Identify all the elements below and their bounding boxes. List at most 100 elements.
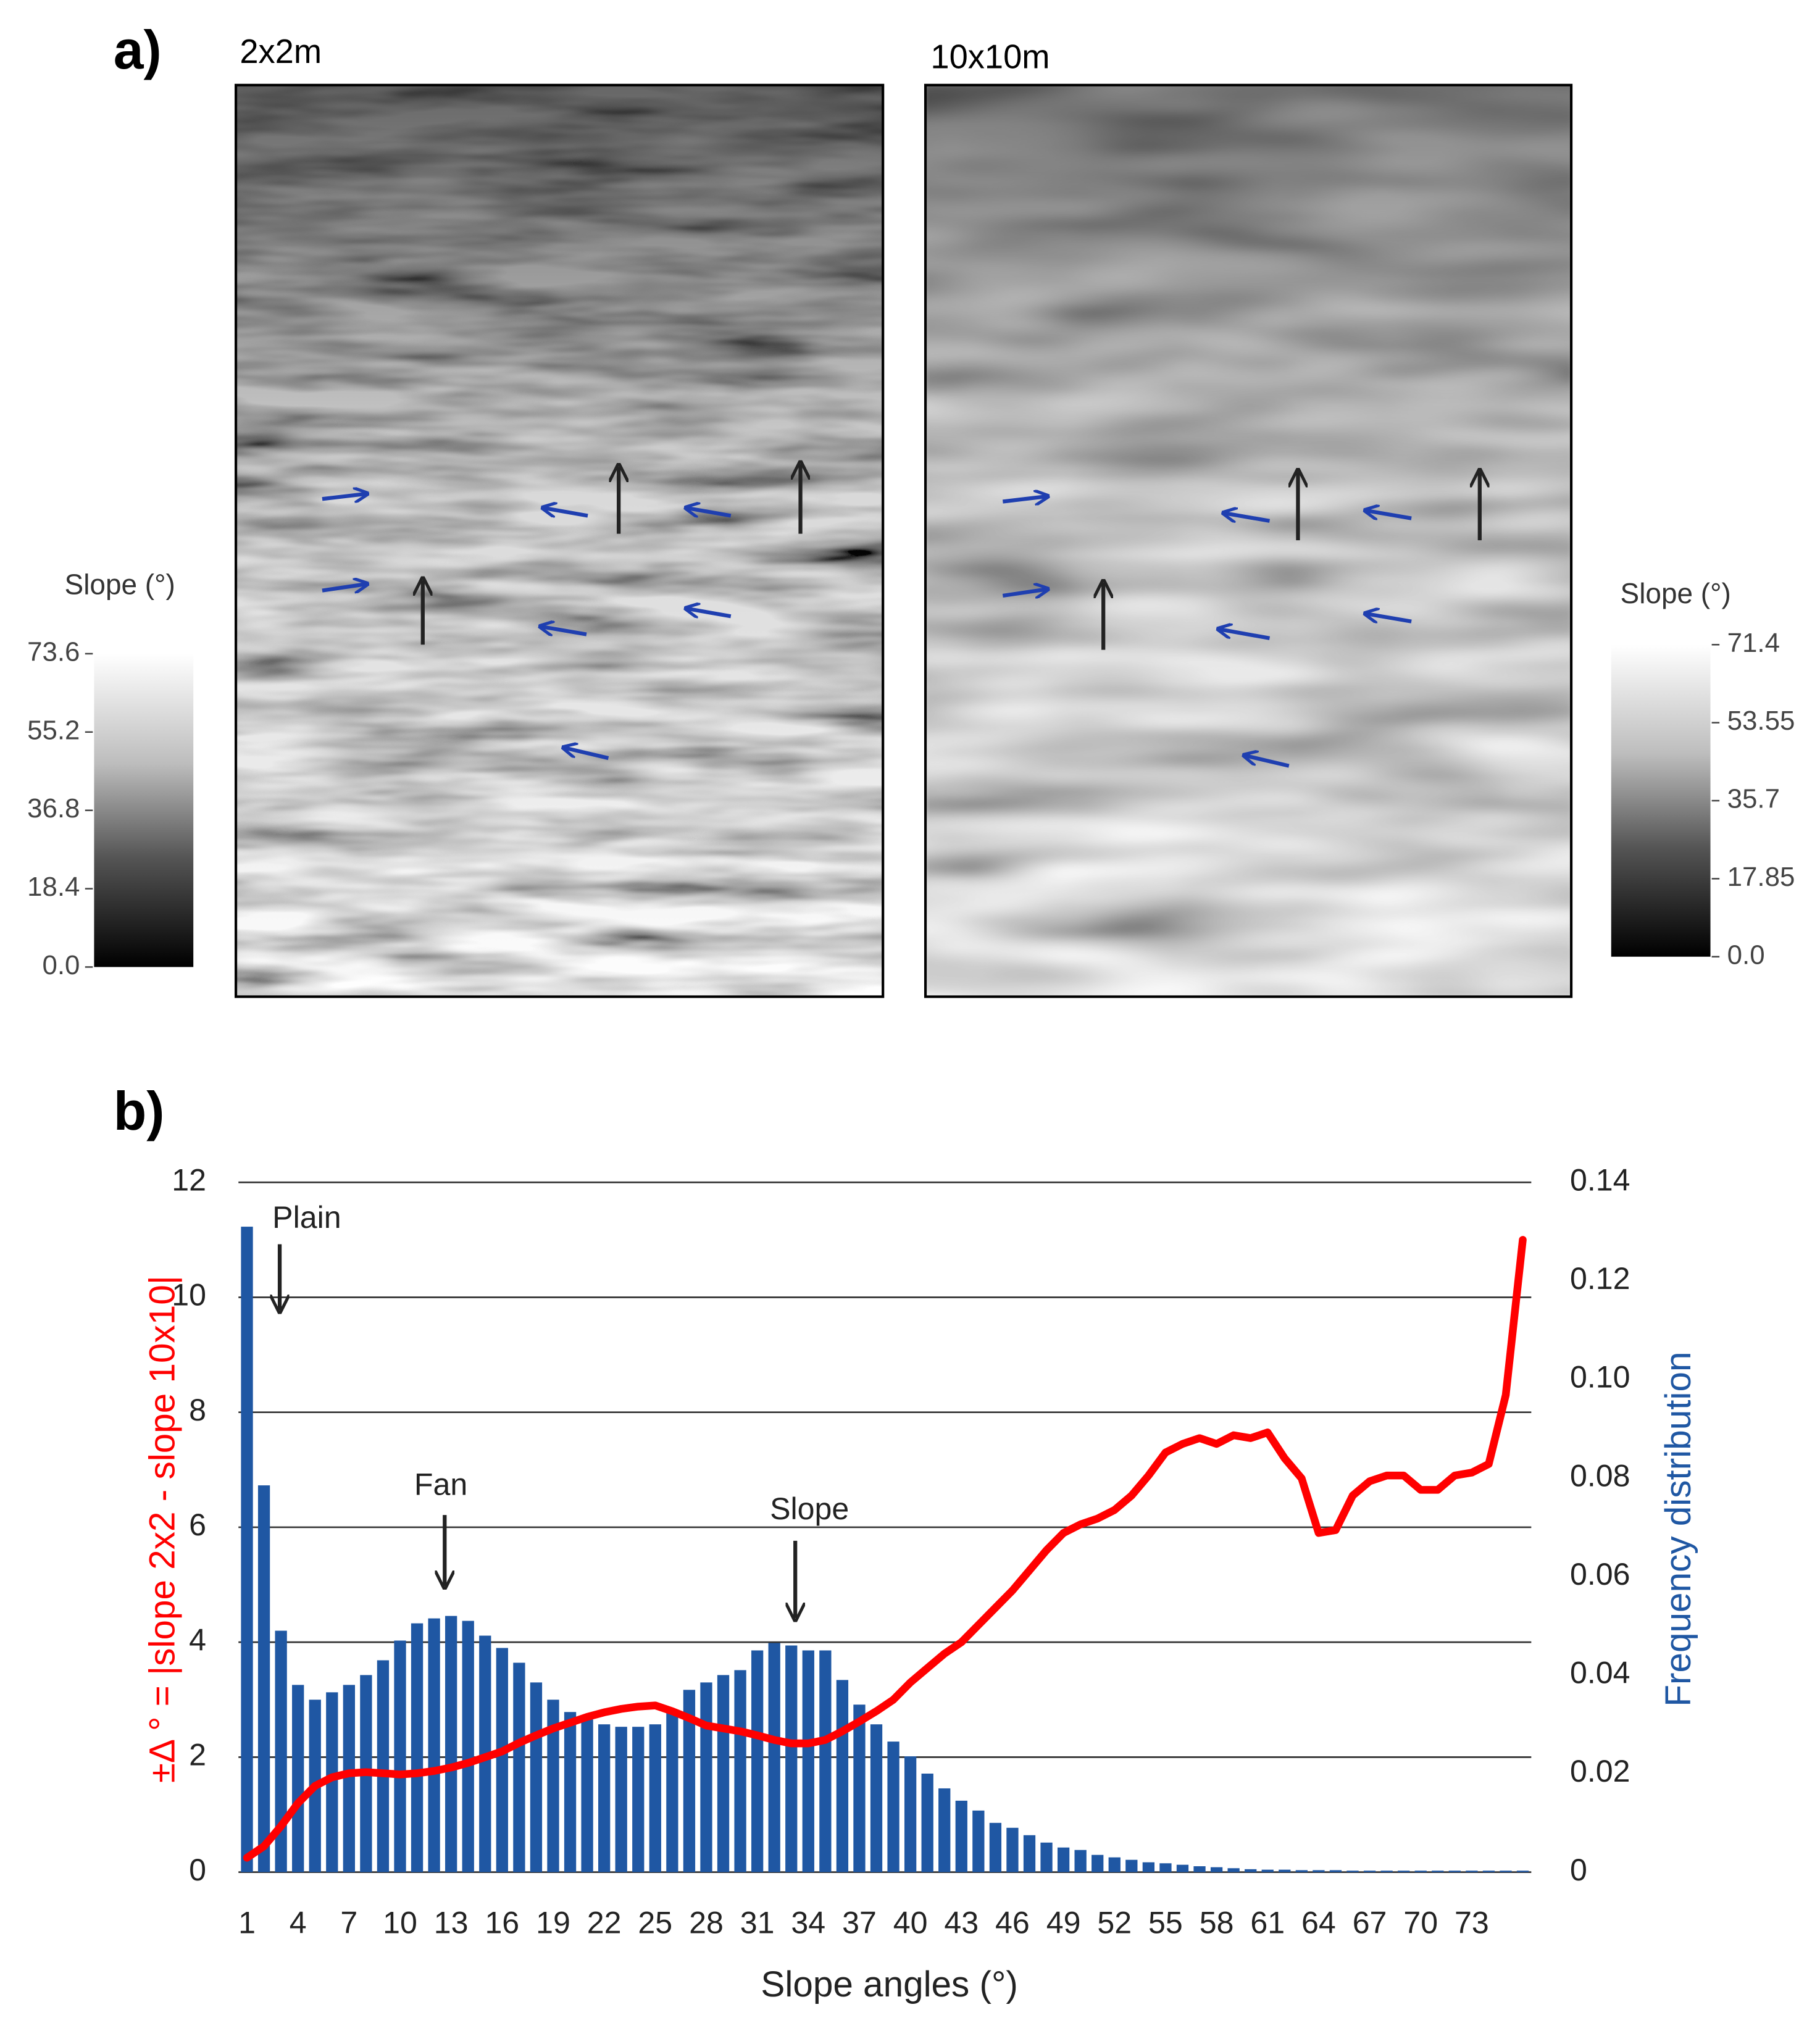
y-tick-label: 8	[189, 1393, 206, 1427]
bar	[700, 1682, 712, 1872]
y-tick-label: 10	[172, 1278, 206, 1312]
x-tick-label: 34	[791, 1905, 825, 1940]
x-tick-label: 19	[536, 1905, 570, 1940]
bar	[1227, 1868, 1240, 1872]
bar	[1142, 1862, 1155, 1872]
colorbar-tick-label: 35.7	[1727, 784, 1780, 814]
y-tick-label: 0	[189, 1853, 206, 1887]
x-tick-label: 16	[485, 1905, 519, 1940]
bar	[972, 1810, 985, 1872]
bar	[496, 1648, 508, 1872]
map	[924, 83, 1573, 998]
x-tick-label: 10	[383, 1905, 417, 1940]
colorbar	[1611, 644, 1711, 957]
y-axis-title: ±Δ ° = |slope 2x2 - slope 10x10|	[143, 1275, 183, 1783]
bar	[343, 1685, 355, 1872]
bar	[1279, 1869, 1291, 1872]
bar	[1040, 1842, 1053, 1872]
bar	[1516, 1871, 1529, 1872]
map-shade	[236, 85, 883, 997]
bar	[275, 1630, 287, 1872]
map-title: 10x10m	[930, 38, 1050, 75]
bar	[683, 1690, 696, 1872]
x-tick-label: 40	[893, 1905, 928, 1940]
colorbar-tick-label: 71.4	[1727, 628, 1780, 658]
panel-label: a)	[114, 20, 162, 80]
bar	[768, 1643, 780, 1872]
x-tick-label: 37	[842, 1905, 877, 1940]
bar	[1482, 1871, 1495, 1872]
bar	[1023, 1835, 1036, 1872]
x-axis-title: Slope angles (°)	[761, 1964, 1017, 2004]
x-tick-label: 49	[1046, 1905, 1081, 1940]
bar	[257, 1485, 270, 1872]
bar	[1092, 1854, 1104, 1872]
bar	[751, 1650, 764, 1872]
bar	[564, 1712, 577, 1872]
bar	[547, 1700, 559, 1872]
y2-tick-label: 0.14	[1570, 1162, 1630, 1197]
bar	[326, 1692, 338, 1872]
x-tick-label: 70	[1403, 1905, 1438, 1940]
bar	[428, 1618, 440, 1872]
bar	[1176, 1864, 1189, 1872]
y2-tick-label: 0.04	[1570, 1656, 1630, 1690]
bar	[1363, 1871, 1376, 1872]
bar	[853, 1704, 866, 1872]
y-tick-label: 6	[189, 1508, 206, 1542]
bar	[955, 1800, 967, 1872]
bar	[1245, 1869, 1257, 1872]
bar	[462, 1620, 474, 1872]
bar	[241, 1227, 253, 1872]
annotation: Slope	[770, 1491, 849, 1526]
colorbar-tick-label: 0.0	[43, 950, 80, 980]
bar	[1125, 1859, 1138, 1872]
x-tick-label: 43	[944, 1905, 979, 1940]
bar	[1261, 1869, 1274, 1872]
y-tick-label: 2	[189, 1738, 206, 1772]
x-tick-label: 73	[1455, 1905, 1489, 1940]
colorbar-tick-label: 0.0	[1727, 940, 1765, 970]
x-tick-label: 55	[1148, 1905, 1183, 1940]
bar	[530, 1682, 543, 1872]
x-tick-label: 4	[290, 1905, 307, 1940]
colorbar-title: Slope (°)	[65, 568, 175, 600]
bar	[870, 1724, 883, 1872]
bar	[989, 1822, 1002, 1872]
bar	[1346, 1871, 1359, 1872]
bar	[1006, 1827, 1019, 1872]
bar	[836, 1680, 849, 1872]
bar	[938, 1788, 951, 1872]
bar	[717, 1675, 730, 1872]
x-tick-label: 61	[1250, 1905, 1285, 1940]
bar	[632, 1727, 645, 1872]
x-tick-label: 22	[587, 1905, 622, 1940]
x-tick-label: 52	[1097, 1905, 1132, 1940]
bar	[904, 1756, 917, 1872]
bar	[1414, 1871, 1427, 1872]
colorbar-tick-label: 53.55	[1727, 706, 1795, 736]
map	[234, 83, 885, 998]
x-tick-label: 64	[1301, 1905, 1336, 1940]
panel-label: b)	[114, 1081, 165, 1141]
bar	[1295, 1870, 1308, 1872]
x-tick-label: 67	[1353, 1905, 1387, 1940]
bar	[445, 1616, 457, 1872]
annotation: Fan	[414, 1467, 467, 1501]
map-title: 2x2m	[240, 33, 322, 70]
bar	[1500, 1871, 1512, 1872]
bar	[734, 1670, 746, 1872]
map-frame	[924, 83, 1573, 998]
x-tick-label: 13	[434, 1905, 469, 1940]
blue-arrows	[322, 494, 1412, 768]
bar	[819, 1650, 832, 1872]
x-tick-label: 7	[340, 1905, 357, 1940]
y2-tick-label: 0.08	[1570, 1458, 1630, 1493]
bar	[1380, 1871, 1393, 1872]
y-tick-label: 12	[172, 1162, 206, 1197]
bar	[1193, 1866, 1206, 1872]
bar	[921, 1774, 933, 1872]
bar	[1432, 1871, 1444, 1872]
bar	[598, 1724, 611, 1872]
